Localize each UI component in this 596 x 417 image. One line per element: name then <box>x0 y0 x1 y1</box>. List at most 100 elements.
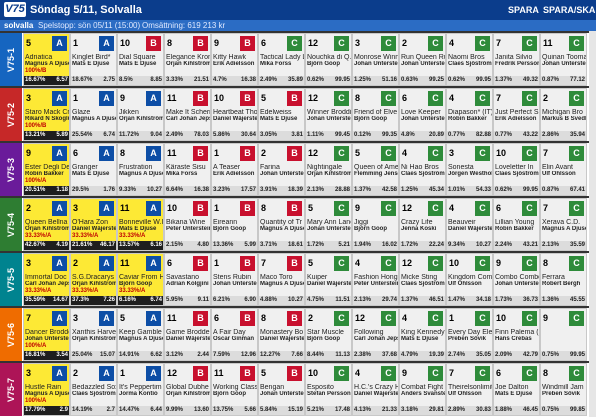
horse-cell[interactable]: 7 C Elin Avant Ulf Ohlsson 0.87% 67.41 <box>540 143 587 196</box>
horse-cell[interactable]: 4 C H.C.'s Crazy H Daniel Wäjersten 4.13% 21.… <box>352 363 399 416</box>
horse-cell[interactable]: 8 A Frustration Magnus A Djuse 9.33% 10.27 <box>117 143 164 196</box>
odds-value: 78.03 <box>193 132 209 138</box>
horse-cell[interactable]: 10 C Esposito Stefan Persson 5.21% 17.48 <box>305 363 352 416</box>
horse-cell[interactable]: 8 B Quantity of Tr Magnus A Djuse 3.71% 18.61 <box>258 198 305 251</box>
spara-button[interactable]: SPARA <box>508 5 539 15</box>
horse-cell[interactable]: 1 A Kinglet Bird* Mats E Djuse 18.67% 2.75 <box>70 33 117 86</box>
horse-cell[interactable]: 9 C 0.75% 99.95 <box>540 308 587 361</box>
horse-cell[interactable]: 8 C Ferrara Robert Bergh 1.36% 45.55 <box>540 253 587 306</box>
odds-bar: 6.21% 6.90 <box>212 296 257 305</box>
horse-cell[interactable]: 4 C King Kennedy Mats E Djuse 4.79% 19.39 <box>399 308 446 361</box>
horse-cell[interactable]: 2 A Queen Bellna Örjan Kihlström 33.33%/A 42.… <box>23 198 70 251</box>
horse-cell[interactable]: 10 B Heartbeat Tho Daniel Wäjersten 5.86% 30.… <box>211 88 258 141</box>
horse-cell[interactable]: 4 C Naomi Bros Claes Sjöström 0.62% 99.95 <box>446 33 493 86</box>
horse-cell[interactable]: 4 C Diapason* (IT) Robin Bakker 0.77% 82.88 <box>446 88 493 141</box>
horse-cell[interactable]: 7 C Xerava C.D. Magnus A Djuse 2.13% 35.59 <box>540 198 587 251</box>
horse-cell[interactable]: 7 C Janita Silvio Fredrik Persson 1.37% 49.32 <box>493 33 540 86</box>
horse-cell[interactable]: 2 C Star Muscle Björn Goop 8.44% 11.13 <box>305 308 352 361</box>
horse-cell[interactable]: 6 A Granger Mats E Djuse 29.5% 1.76 <box>70 143 117 196</box>
horse-cell[interactable]: 5 B Edelweiss Mats E Djuse 3.05% 3.81 <box>258 88 305 141</box>
horse-cell[interactable]: 10 C Finn Palema (I Hans Crebas 2.09% 42.79 <box>493 308 540 361</box>
scrollbar[interactable] <box>589 31 596 417</box>
horse-cell[interactable]: 5 A Keep Gamble Magnus A Djuse 14.91% 6.62 <box>117 308 164 361</box>
horse-cell[interactable]: 10 C Loveletter In Claes Sjöström 0.62% 99.95 <box>493 143 540 196</box>
horse-cell[interactable]: 4 C Beauveir Daniel Wäjersten 9.34% 10.27 <box>446 198 493 251</box>
horse-cell[interactable]: 1 A It's Peppertim Jorma Kontio 14.47% 6.44 <box>117 363 164 416</box>
driver-name: Johan Untersteiner <box>495 281 539 287</box>
horse-header: 12 C <box>306 89 351 108</box>
horse-cell[interactable]: 3 A Hustle Rain Magnus A Djuse 100%/A 17.79% 2… <box>23 363 70 416</box>
horse-cell[interactable]: 9 A Ester Degli De Robin Bakker 100%/A 20.51%… <box>23 143 70 196</box>
horse-cell[interactable]: 7 B Maco Toro Magnus A Djuse 4.88% 10.27 <box>258 253 305 306</box>
odds-value: 15.07 <box>99 352 115 358</box>
horse-cell[interactable]: 12 C Nouchka di Q. Björn Goop 0.62% 99.95 <box>305 33 352 86</box>
play-percentage: 0.62% <box>448 77 466 83</box>
horse-cell[interactable]: 6 C Lillian Young Robin Bakker 2.24% 43.21 <box>493 198 540 251</box>
horse-cell[interactable]: 9 B Kitty Hawk Erik Adielsson 4.7% 16.38 <box>211 33 258 86</box>
horse-cell[interactable]: 2 A S.G.Dracarys Örjan Kihlström 33.33%/A 37.… <box>70 253 117 306</box>
horse-cell[interactable]: 12 B Global Dubhe Örjan Kihlström 9.99% 13.60 <box>164 363 211 416</box>
spara-ska-button[interactable]: SPARA/SKA <box>543 5 596 15</box>
horse-cell[interactable]: 5 A Adriatica Magnus A Djuse 100%/B 16.67% 6.5… <box>23 33 70 86</box>
start-number: 9 <box>214 38 220 48</box>
start-number: 3 <box>355 38 361 48</box>
horse-cell[interactable]: 10 C Kingdom Com Ulf Ohlsson 1.47% 34.18 <box>446 253 493 306</box>
horse-cell[interactable]: 7 C Just Perfect Si Erik Adielsson 0.77% 43.2… <box>493 88 540 141</box>
horse-cell[interactable]: 8 B Monastery Bo Daniel Wäjersten 12.27% 7.66 <box>258 308 305 361</box>
horse-cell[interactable]: 11 B Käraste Sisu Mika Forss 6.64% 16.38 <box>164 143 211 196</box>
horse-cell[interactable]: 11 B Working Class Björn Goop 13.75% 5.66 <box>211 363 258 416</box>
horse-cell[interactable]: 12 C Nightingale Örjan Kihlström 2.13% 28.88 <box>305 143 352 196</box>
horse-cell[interactable]: 8 C Friend of Elve Björn Goop 0.12% 99.35 <box>352 88 399 141</box>
horse-cell[interactable]: 1 B Eireann Björn Goop 13.36% 5.99 <box>211 198 258 251</box>
horse-cell[interactable]: 1 A Glaze Magnus A Djuse 25.54% 6.74 <box>70 88 117 141</box>
odds-bar: 1.72% 5.21 <box>306 241 351 250</box>
horse-cell[interactable]: 7 C Theirelsonlimit Ulf Ohlsson 2.89% 30.83 <box>446 363 493 416</box>
horse-cell[interactable]: 9 C Jiggi Björn Goop 1.94% 16.02 <box>352 198 399 251</box>
horse-cell[interactable]: 5 C Kuiper Daniel Wäjersten 4.75% 11.51 <box>305 253 352 306</box>
horse-cell[interactable]: 3 A O'Hara Zon Daniel Wäjersten 33.33%/A 21.6… <box>70 198 117 251</box>
horse-cell[interactable]: 12 C Crazy Life Jenna Koski 1.72% 22.24 <box>399 198 446 251</box>
horse-cell[interactable]: 6 C Joe Dalton Mats E Djuse 1.88% 46.45 <box>493 363 540 416</box>
horse-cell[interactable]: 11 A Caviar From H Björn Goop 33.33%/A 6.16% 6… <box>117 253 164 306</box>
horse-cell[interactable]: 6 B Savastano Adrian Kolgjini 5.95% 9.11 <box>164 253 211 306</box>
horse-cell[interactable]: 8 C Windmill Jam Preben Sövik 0.75% 99.85 <box>540 363 587 416</box>
horse-cell[interactable]: 9 A Jikken Örjan Kihlström 11.72% 9.04 <box>117 88 164 141</box>
horse-cell[interactable]: 3 A Xanthis Harver Örjan Kihlström 25.04% 15.… <box>70 308 117 361</box>
horse-cell[interactable]: 11 B Game Brodde Daniel Wäjersten 3.12% 2.44 <box>164 308 211 361</box>
horse-cell[interactable]: 6 C Tactical Lady L Mika Forss 2.49% 35.89 <box>258 33 305 86</box>
start-number: 1 <box>214 203 220 213</box>
horse-cell[interactable]: 10 B Dial Square Mats E Djuse 8.5% 8.85 <box>117 33 164 86</box>
start-number: 11 <box>543 38 553 48</box>
horse-cell[interactable]: 4 C Ni Hao Bros Claes Sjöström 1.25% 45.34 <box>399 143 446 196</box>
horse-cell[interactable]: 8 B Elegance Kron Örjan Kihlström 3.33% 21.51 <box>164 33 211 86</box>
rank-badge: A <box>146 201 161 216</box>
horse-cell[interactable]: 1 C Every Day Ele Preben Sövik 2.74% 35.05 <box>446 308 493 361</box>
horse-cell[interactable]: 12 C Micke Sting Claes Sjöström 1.37% 46.51 <box>399 253 446 306</box>
horse-cell[interactable]: 11 A Bonneville W.I Mats E Djuse 33.33%/A 13.… <box>117 198 164 251</box>
horse-cell[interactable]: 2 A Bedazzled Sox Claes Sjöström 14.19% 2.7 <box>70 363 117 416</box>
horse-name: Queen of Ame <box>354 164 398 171</box>
